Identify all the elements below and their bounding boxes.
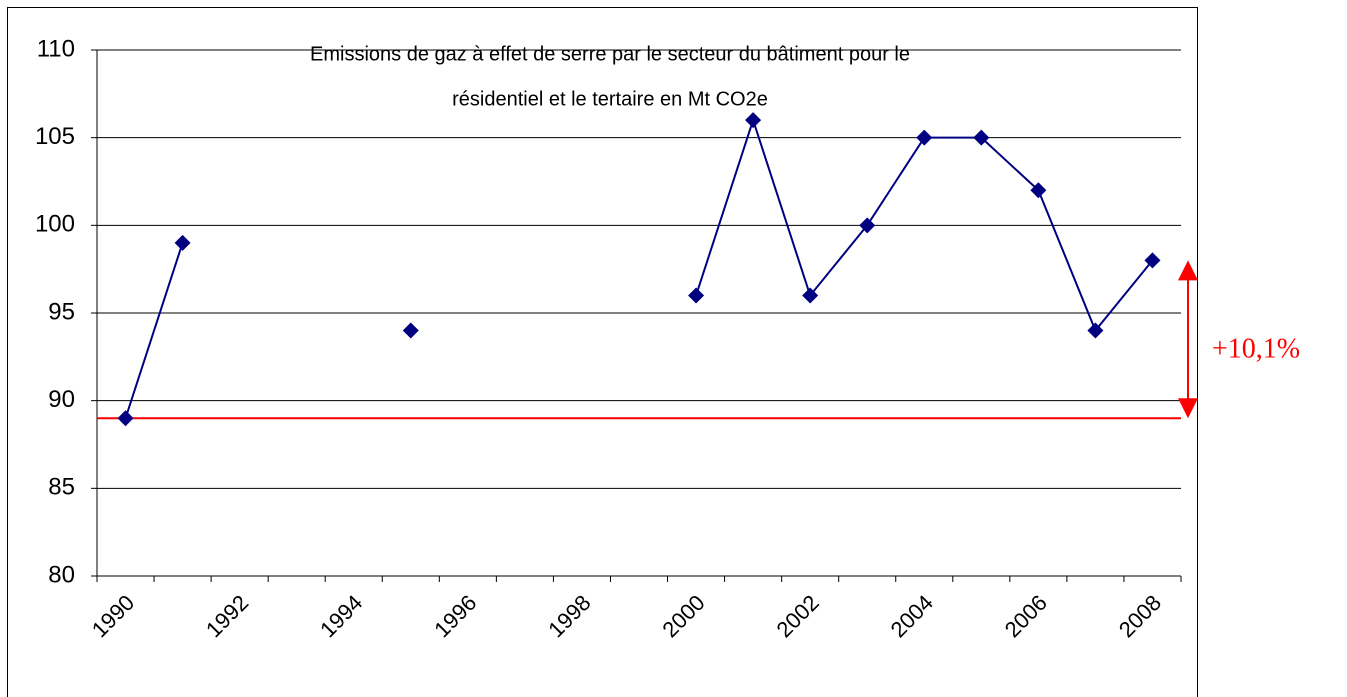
data-point — [117, 410, 134, 427]
y-tick-label: 95 — [48, 298, 75, 325]
data-point — [745, 112, 762, 129]
x-tick-label: 1994 — [315, 590, 367, 642]
data-point — [973, 129, 990, 146]
data-point — [174, 234, 191, 251]
chart-title: Emissions de gaz à effet de serre par le… — [310, 43, 910, 65]
chart-title: résidentiel et le tertaire en Mt CO2e — [452, 88, 768, 110]
x-tick-label: 2000 — [657, 590, 709, 642]
y-tick-label: 105 — [35, 123, 75, 150]
data-point — [402, 322, 419, 339]
data-point — [802, 287, 819, 304]
y-tick-label: 80 — [48, 561, 75, 588]
data-point — [916, 129, 933, 146]
x-tick-label: 1996 — [429, 590, 481, 642]
arrow-head — [1178, 260, 1198, 281]
x-tick-label: 1990 — [87, 590, 139, 642]
data-point — [1144, 252, 1161, 269]
data-point — [1087, 322, 1104, 339]
x-tick-label: 1992 — [201, 590, 253, 642]
annotation-label: +10,1% — [1212, 334, 1300, 365]
series-line — [124, 116, 1154, 419]
data-point — [859, 217, 876, 234]
x-tick-label: 2006 — [1000, 590, 1052, 642]
x-tick-label: 2008 — [1114, 590, 1166, 642]
arrow-head — [1178, 398, 1198, 419]
y-tick-label: 110 — [37, 35, 75, 62]
y-tick-label: 100 — [35, 211, 75, 238]
data-point — [1030, 182, 1047, 199]
y-tick-label: 90 — [48, 386, 75, 413]
x-tick-label: 2002 — [772, 590, 824, 642]
x-tick-label: 2004 — [886, 590, 938, 642]
data-point — [688, 287, 705, 304]
y-tick-label: 85 — [48, 474, 75, 501]
chart-frame — [7, 7, 1198, 697]
x-tick-label: 1998 — [543, 590, 595, 642]
